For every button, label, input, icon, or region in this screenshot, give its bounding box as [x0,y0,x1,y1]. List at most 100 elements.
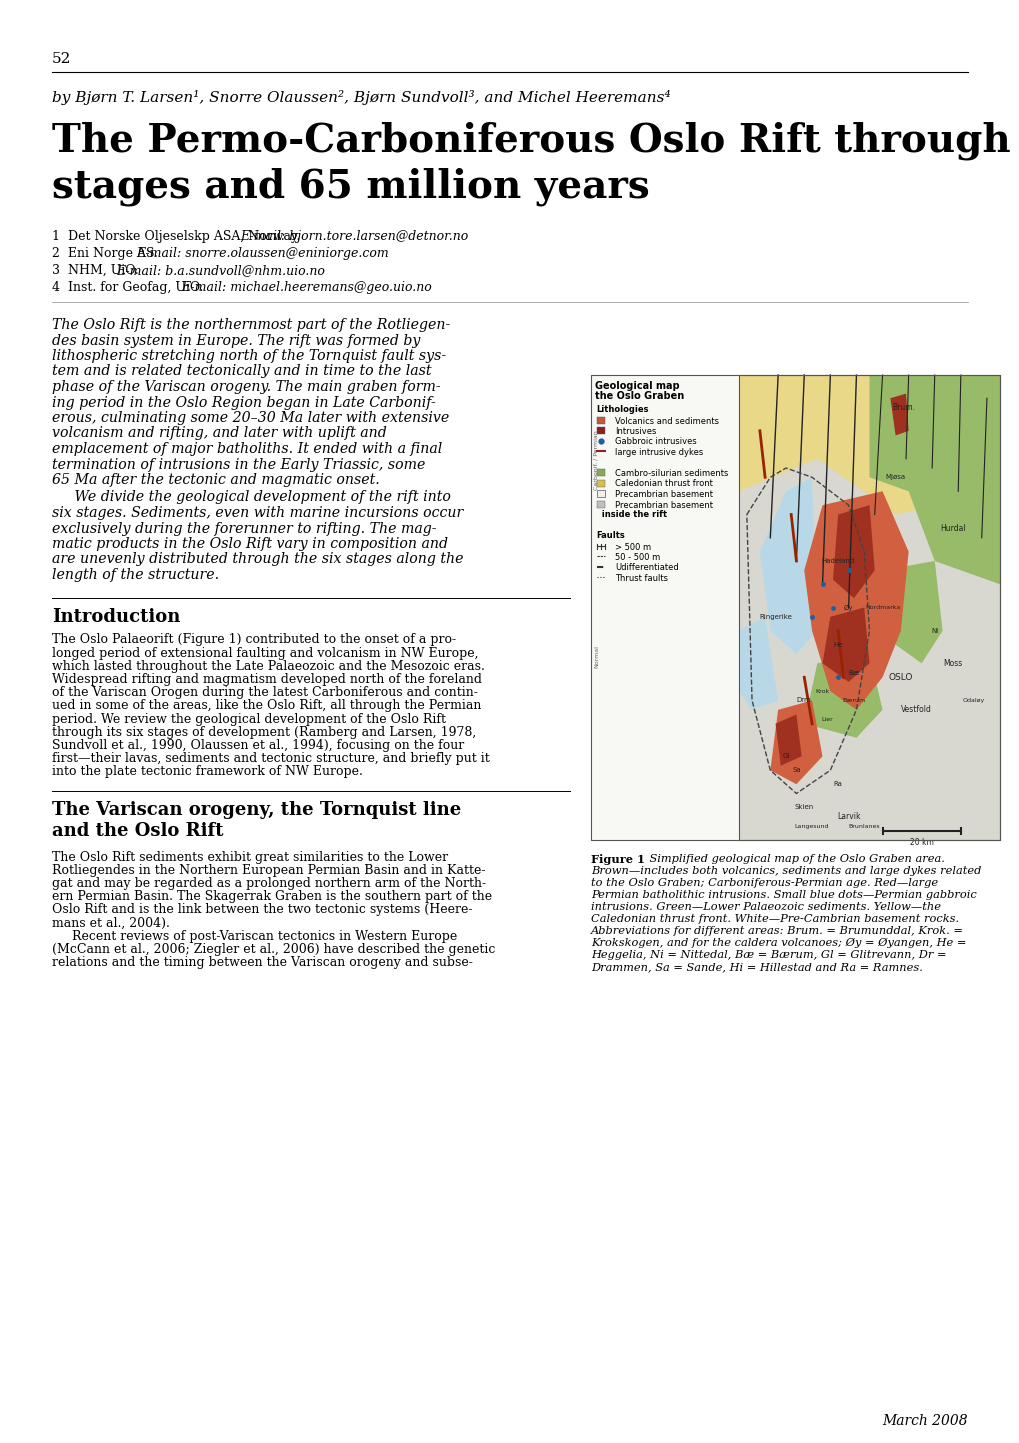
Polygon shape [821,608,868,683]
Text: Krok: Krok [814,688,828,694]
Text: by Bjørn T. Larsen¹, Snorre Olaussen², Bjørn Sundvoll³, and Michel Heeremans⁴: by Bjørn T. Larsen¹, Snorre Olaussen², B… [52,89,669,105]
Text: Carbonif. / Permian: Carbonif. / Permian [593,430,598,489]
Text: Ringerike: Ringerike [758,613,791,620]
Text: Oslo Rift and is the link between the two tectonic systems (Heere-: Oslo Rift and is the link between the tw… [52,903,472,916]
Text: erous, culminating some 20–30 Ma later with extensive: erous, culminating some 20–30 Ma later w… [52,411,448,426]
Text: Simplified geological map of the Oslo Graben area.: Simplified geological map of the Oslo Gr… [635,854,944,864]
Text: Mjøsa: Mjøsa [884,475,905,481]
Text: large intrusive dykes: large intrusive dykes [614,447,702,457]
Text: phase of the Variscan orogeny. The main graben form-: phase of the Variscan orogeny. The main … [52,380,440,394]
Text: OSLO: OSLO [888,672,912,681]
Text: E-mail: b.a.sundvoll@nhm.uio.no: E-mail: b.a.sundvoll@nhm.uio.no [116,264,325,277]
Text: Langesund: Langesund [794,824,828,828]
Text: Larvik: Larvik [836,812,860,821]
Text: ern Permian Basin. The Skagerrak Graben is the southern part of the: ern Permian Basin. The Skagerrak Graben … [52,890,491,903]
Text: ued in some of the areas, like the Oslo Rift, all through the Permian: ued in some of the areas, like the Oslo … [52,700,481,713]
Text: Precambrian basement: Precambrian basement [614,491,712,499]
Bar [596,479,604,486]
Bar [596,491,604,496]
Text: Caledonian thrust front. White—Pre-Cambrian basement rocks.: Caledonian thrust front. White—Pre-Cambr… [590,913,958,924]
Bar [590,375,739,840]
Text: The Oslo Rift sediments exhibit great similarities to the Lower: The Oslo Rift sediments exhibit great si… [52,851,447,864]
Text: Cambro-silurian sediments: Cambro-silurian sediments [614,469,728,478]
Text: Øy: Øy [843,605,853,610]
Text: through its six stages of development (Ramberg and Larsen, 1978,: through its six stages of development (R… [52,726,476,739]
Bar [596,427,604,434]
Text: 52: 52 [52,52,71,66]
Text: 1  Det Norske Oljeselskp ASA, Norway.: 1 Det Norske Oljeselskp ASA, Norway. [52,229,304,242]
Text: 50 - 500 m: 50 - 500 m [614,553,659,561]
Text: March 2008: March 2008 [881,1414,967,1429]
Bar [739,375,999,840]
Text: which lasted throughout the Late Palaeozoic and the Mesozoic eras.: which lasted throughout the Late Palaeoz… [52,659,484,672]
Text: The Oslo Palaeorift (Figure 1) contributed to the onset of a pro-: The Oslo Palaeorift (Figure 1) contribut… [52,633,455,646]
Text: volcanism and rifting, and later with uplift and: volcanism and rifting, and later with up… [52,427,386,440]
Text: mans et al., 2004).: mans et al., 2004). [52,916,170,929]
Text: The Variscan orogeny, the Tornquist line: The Variscan orogeny, the Tornquist line [52,801,461,818]
Text: Normal: Normal [593,645,598,668]
Polygon shape [774,714,801,766]
Bar [596,469,604,476]
Text: Gabbroic intrusives: Gabbroic intrusives [614,437,696,446]
Text: Moss: Moss [943,659,962,668]
Bar [596,417,604,423]
Text: Recent reviews of post-Variscan tectonics in Western Europe: Recent reviews of post-Variscan tectonic… [52,929,457,942]
Text: Geological map: Geological map [594,381,679,391]
Text: emplacement of major batholiths. It ended with a final: emplacement of major batholiths. It ende… [52,442,442,456]
Text: Heggelia, Ni = Nittedal, Bæ = Bærum, Gl = Glitrevann, Dr =: Heggelia, Ni = Nittedal, Bæ = Bærum, Gl … [590,949,946,960]
Text: Rotliegendes in the Northern European Permian Basin and in Katte-: Rotliegendes in the Northern European Pe… [52,864,485,877]
Text: gat and may be regarded as a prolonged northern arm of the North-: gat and may be regarded as a prolonged n… [52,877,486,890]
Text: Drm: Drm [796,697,811,704]
Text: Intrusives: Intrusives [614,427,656,436]
Polygon shape [739,375,856,444]
Text: Ni: Ni [930,628,937,633]
Text: Brum.: Brum. [891,403,914,413]
Text: matic products in the Oslo Rift vary in composition and: matic products in the Oslo Rift vary in … [52,537,447,551]
Text: termination of intrusions in the Early Triassic, some: termination of intrusions in the Early T… [52,457,425,472]
Polygon shape [868,375,999,584]
Text: intrusions. Green—Lower Palaeozoic sediments. Yellow—the: intrusions. Green—Lower Palaeozoic sedim… [590,902,941,912]
Polygon shape [833,505,874,599]
Text: of the Variscan Orogen during the latest Carboniferous and contin-: of the Variscan Orogen during the latest… [52,687,478,700]
Text: The Oslo Rift is the northernmost part of the Rotliegen-: The Oslo Rift is the northernmost part o… [52,317,449,332]
Text: Bæ: Bæ [847,670,859,675]
Text: the Oslo Graben: the Oslo Graben [594,391,684,401]
Text: Lier: Lier [821,717,833,722]
Text: Krokskogen, and for the caldera volcanoes; Øy = Øyangen, He =: Krokskogen, and for the caldera volcanoe… [590,938,965,948]
Text: 2  Eni Norge AS.: 2 Eni Norge AS. [52,247,162,260]
Text: Precambrian basement: Precambrian basement [614,501,712,509]
Text: Sundvoll et al., 1990, Olaussen et al., 1994), focusing on the four: Sundvoll et al., 1990, Olaussen et al., … [52,739,464,752]
Text: Brown—includes both volcanics, sediments and large dykes related: Brown—includes both volcanics, sediments… [590,866,980,876]
Text: 3  NHM, UiO.: 3 NHM, UiO. [52,264,143,277]
Text: Udifferentiated: Udifferentiated [614,564,678,573]
Text: Drammen, Sa = Sande, Hi = Hillestad and Ra = Ramnes.: Drammen, Sa = Sande, Hi = Hillestad and … [590,962,922,973]
Text: 20 km: 20 km [909,838,932,847]
Text: 4  Inst. for Geofag, UiO.: 4 Inst. for Geofag, UiO. [52,281,207,294]
Text: E-mail: michael.heeremans@geo.uio.no: E-mail: michael.heeremans@geo.uio.no [180,281,431,294]
Polygon shape [803,491,908,710]
Text: Permian batholithic intrusions. Small blue dots—Permian gabbroic: Permian batholithic intrusions. Small bl… [590,890,976,900]
Text: Volcanics and sediments: Volcanics and sediments [614,417,718,426]
Polygon shape [739,616,777,710]
Text: Brunlanes: Brunlanes [848,824,879,828]
Text: to the Oslo Graben; Carboniferous-Permian age. Red—large: to the Oslo Graben; Carboniferous-Permia… [590,877,937,887]
Text: exclusively during the forerunner to rifting. The mag-: exclusively during the forerunner to rif… [52,521,436,535]
Text: Skien: Skien [794,804,813,811]
Text: Abbreviations for different areas: Brum. = Brumunddal, Krok. =: Abbreviations for different areas: Brum.… [590,926,963,937]
Bar [739,375,999,840]
Text: Faults: Faults [595,531,624,540]
Text: E-mail: bjorn.tore.larsen@detnor.no: E-mail: bjorn.tore.larsen@detnor.no [239,229,468,242]
Text: Vestfold: Vestfold [900,706,931,714]
Text: Bærum: Bærum [842,698,864,703]
Text: six stages. Sediments, even with marine incursions occur: six stages. Sediments, even with marine … [52,506,463,519]
Polygon shape [803,654,881,737]
Polygon shape [890,394,908,436]
Text: Nordmarka: Nordmarka [864,605,900,610]
Text: into the plate tectonic framework of NW Europe.: into the plate tectonic framework of NW … [52,765,363,779]
Polygon shape [739,375,999,515]
Text: and the Oslo Rift: and the Oslo Rift [52,821,223,840]
Text: Hadeland: Hadeland [820,558,854,564]
Text: He: He [833,642,842,648]
Text: Figure 1: Figure 1 [590,854,644,864]
Text: E-mail: snorre.olaussen@eniniorge.com: E-mail: snorre.olaussen@eniniorge.com [136,247,388,260]
